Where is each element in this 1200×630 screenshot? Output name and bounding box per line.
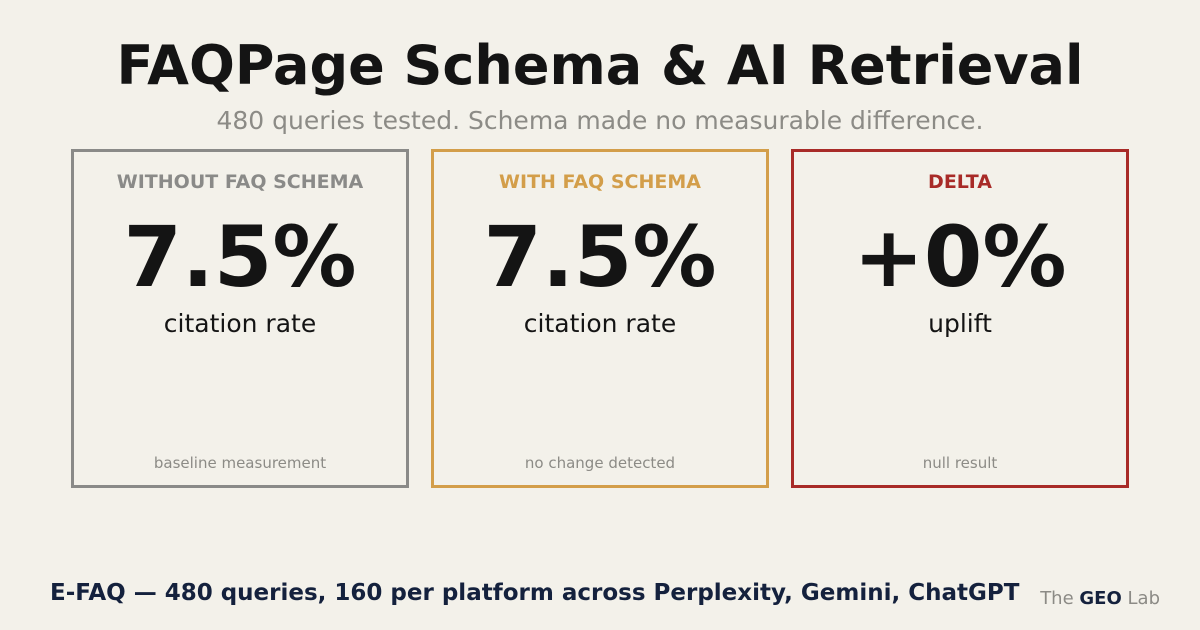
card-label: WITH FAQ SCHEMA xyxy=(499,171,701,193)
card-label: WITHOUT FAQ SCHEMA xyxy=(116,171,364,193)
brand-word: GEO xyxy=(1079,588,1122,609)
stat-card: WITHOUT FAQ SCHEMA 7.5% citation rate basel… xyxy=(71,149,409,488)
card-unit: citation rate xyxy=(523,309,677,338)
stat-card: DELTA +0% uplift null result xyxy=(791,149,1129,488)
card-note: no change detected xyxy=(524,454,676,472)
card-unit: uplift xyxy=(928,309,992,338)
stat-card: WITH FAQ SCHEMA 7.5% citation rate no chang… xyxy=(431,149,769,488)
card-value: +0% xyxy=(853,208,1067,306)
footer-text: E-FAQ — 480 queries, 160 per platform ac… xyxy=(50,580,1020,606)
brand: The GEO Lab xyxy=(1040,588,1160,609)
card-value: 7.5% xyxy=(123,208,357,306)
card-label: DELTA xyxy=(928,171,992,193)
card-note: null result xyxy=(922,454,998,472)
card-note: baseline measurement xyxy=(153,454,327,472)
brand-word: Lab xyxy=(1127,588,1160,609)
brand-word: The xyxy=(1040,588,1074,609)
card-unit: citation rate xyxy=(163,309,317,338)
card-value: 7.5% xyxy=(483,208,717,306)
title: FAQPage Schema & AI Retrieval xyxy=(116,34,1084,97)
subtitle: 480 queries tested. Schema made no measu… xyxy=(216,106,984,135)
